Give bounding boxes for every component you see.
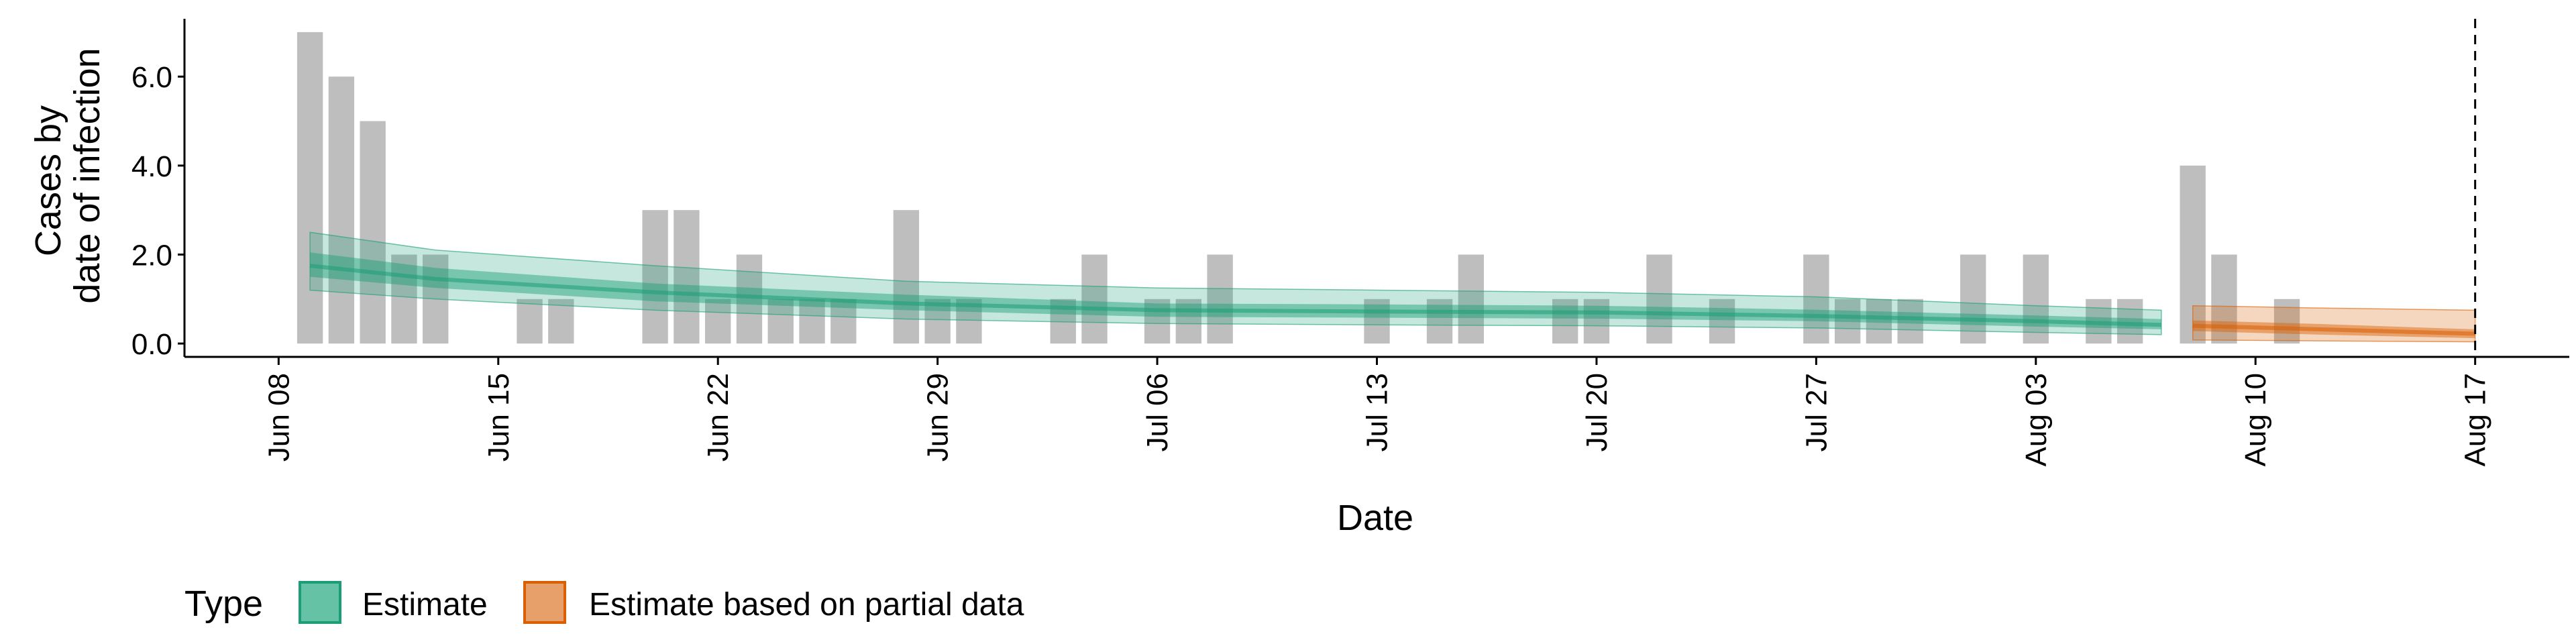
case-bar	[1175, 299, 1202, 344]
case-bar	[674, 210, 700, 344]
case-bar	[1646, 254, 1672, 344]
case-bar	[360, 121, 386, 344]
case-bar	[2023, 254, 2049, 344]
x-tick-label: Jul 20	[1580, 373, 1613, 451]
case-bar	[1803, 254, 1829, 344]
legend-key-estimate	[299, 581, 341, 624]
x-tick-label: Jun 15	[482, 373, 515, 462]
case-bar	[391, 254, 417, 344]
partial-estimate-median-line	[2192, 323, 2475, 336]
x-tick-label: Aug 03	[2020, 373, 2053, 466]
x-tick-label: Jun 22	[702, 373, 735, 462]
x-tick-label: Aug 10	[2239, 373, 2272, 466]
y-axis-ticks: 0.0 2.0 4.0 6.0	[131, 61, 184, 361]
x-tick-label: Jun 08	[262, 373, 295, 462]
legend-title: Type	[184, 584, 263, 624]
case-bar	[2116, 299, 2143, 344]
y-tick-label: 0.0	[131, 328, 172, 361]
legend-key-partial-estimate	[523, 581, 566, 624]
x-tick-label: Jul 27	[1800, 373, 1833, 451]
legend-label-estimate: Estimate	[362, 587, 488, 623]
case-bar	[767, 299, 794, 344]
case-bar	[705, 299, 731, 344]
case-bar	[1960, 254, 1986, 344]
case-bar	[1834, 299, 1861, 344]
case-bar	[1081, 254, 1108, 344]
estimate-ribbon-90	[309, 231, 2162, 335]
case-bar	[830, 299, 857, 344]
case-bar	[642, 210, 668, 344]
case-bar	[1364, 299, 1390, 344]
case-bar	[736, 254, 763, 344]
case-bar	[1426, 299, 1453, 344]
case-bar	[1897, 299, 1923, 344]
estimate-ribbons	[309, 231, 2476, 343]
case-bar	[1552, 299, 1578, 344]
x-tick-label: Aug 17	[2459, 373, 2492, 466]
estimate-median-line	[309, 264, 2161, 327]
case-bar	[1709, 299, 1735, 344]
case-bar	[893, 210, 920, 344]
y-axis-title-line-1: Cases by	[28, 105, 68, 256]
case-bar	[799, 299, 825, 344]
case-bar	[1583, 299, 1610, 344]
estimate-ribbon-50	[310, 252, 2161, 329]
legend-label-partial-estimate: Estimate based on partial data	[589, 587, 1024, 623]
y-axis-title: Cases by date of infection	[28, 48, 107, 303]
plot-area	[297, 32, 2476, 344]
y-tick-label: 4.0	[131, 150, 172, 183]
x-axis-title: Date	[1337, 498, 1413, 538]
case-bars	[297, 32, 2300, 344]
case-bar	[548, 299, 574, 344]
case-bar	[1458, 254, 1485, 344]
x-tick-label: Jul 06	[1141, 373, 1174, 451]
x-axis-ticks: Jun 08 Jun 15 Jun 22 Jun 29 Jul 06 Jul 13 Jul …	[262, 357, 2492, 466]
case-bar	[1207, 254, 1233, 344]
case-bar	[297, 32, 323, 344]
y-tick-label: 2.0	[131, 239, 172, 272]
legend: Type Estimate Estimate based on partial …	[184, 581, 1024, 624]
x-tick-label: Jun 29	[922, 373, 955, 462]
case-bar	[1866, 299, 1892, 344]
case-bar	[328, 76, 355, 344]
x-tick-label: Jul 13	[1361, 373, 1394, 451]
case-bar	[1144, 299, 1171, 344]
y-tick-label: 6.0	[131, 61, 172, 94]
case-bar	[517, 299, 543, 344]
case-bar	[2273, 299, 2300, 344]
y-axis-title-line-2: date of infection	[67, 48, 107, 303]
